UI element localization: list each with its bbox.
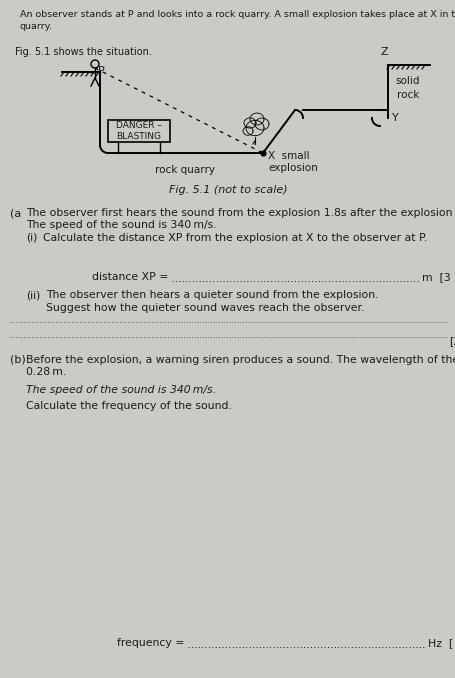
Text: (ii): (ii) (26, 290, 40, 300)
Text: quarry.: quarry. (20, 22, 53, 31)
Text: Fig. 5.1 (not to scale): Fig. 5.1 (not to scale) (168, 185, 287, 195)
Text: Y: Y (391, 113, 398, 123)
Text: solid
rock: solid rock (395, 77, 420, 100)
Text: The observer first hears the sound from the explosion 1.8s after the explosion o: The observer first hears the sound from … (26, 208, 455, 218)
Text: Z: Z (379, 47, 387, 57)
Text: Calculate the distance XP from the explosion at X to the observer at P.: Calculate the distance XP from the explo… (43, 233, 426, 243)
Text: Hz  [: Hz [ (427, 638, 452, 648)
Text: The speed of the sound is 340 m/s.: The speed of the sound is 340 m/s. (26, 220, 216, 230)
Text: The observer then hears a quieter sound from the explosion.: The observer then hears a quieter sound … (46, 290, 378, 300)
Text: The speed of the sound is 340 m/s.: The speed of the sound is 340 m/s. (26, 385, 216, 395)
Text: m  [3: m [3 (421, 272, 450, 282)
Text: DANGER –
BLASTING: DANGER – BLASTING (116, 121, 162, 141)
Text: Fig. 5.1 shows the situation.: Fig. 5.1 shows the situation. (15, 47, 152, 57)
Text: [2]: [2] (448, 336, 455, 346)
Text: Before the explosion, a warning siren produces a sound. The wavelength of the so: Before the explosion, a warning siren pr… (26, 355, 455, 365)
Text: Calculate the frequency of the sound.: Calculate the frequency of the sound. (26, 401, 231, 411)
Text: (i): (i) (26, 233, 37, 243)
Text: P: P (98, 66, 105, 76)
Text: An observer stands at P and looks into a rock quarry. A small explosion takes pl: An observer stands at P and looks into a… (20, 10, 455, 19)
Bar (108, 120, 170, 142)
Text: Suggest how the quieter sound waves reach the observer.: Suggest how the quieter sound waves reac… (46, 303, 364, 313)
Text: rock quarry: rock quarry (155, 165, 214, 175)
Text: (b): (b) (10, 355, 25, 365)
Text: X  small
explosion: X small explosion (268, 151, 317, 173)
Text: frequency =: frequency = (117, 638, 187, 648)
Text: (a: (a (10, 208, 21, 218)
Text: distance XP =: distance XP = (92, 272, 172, 282)
Text: 0.28 m.: 0.28 m. (26, 367, 66, 377)
